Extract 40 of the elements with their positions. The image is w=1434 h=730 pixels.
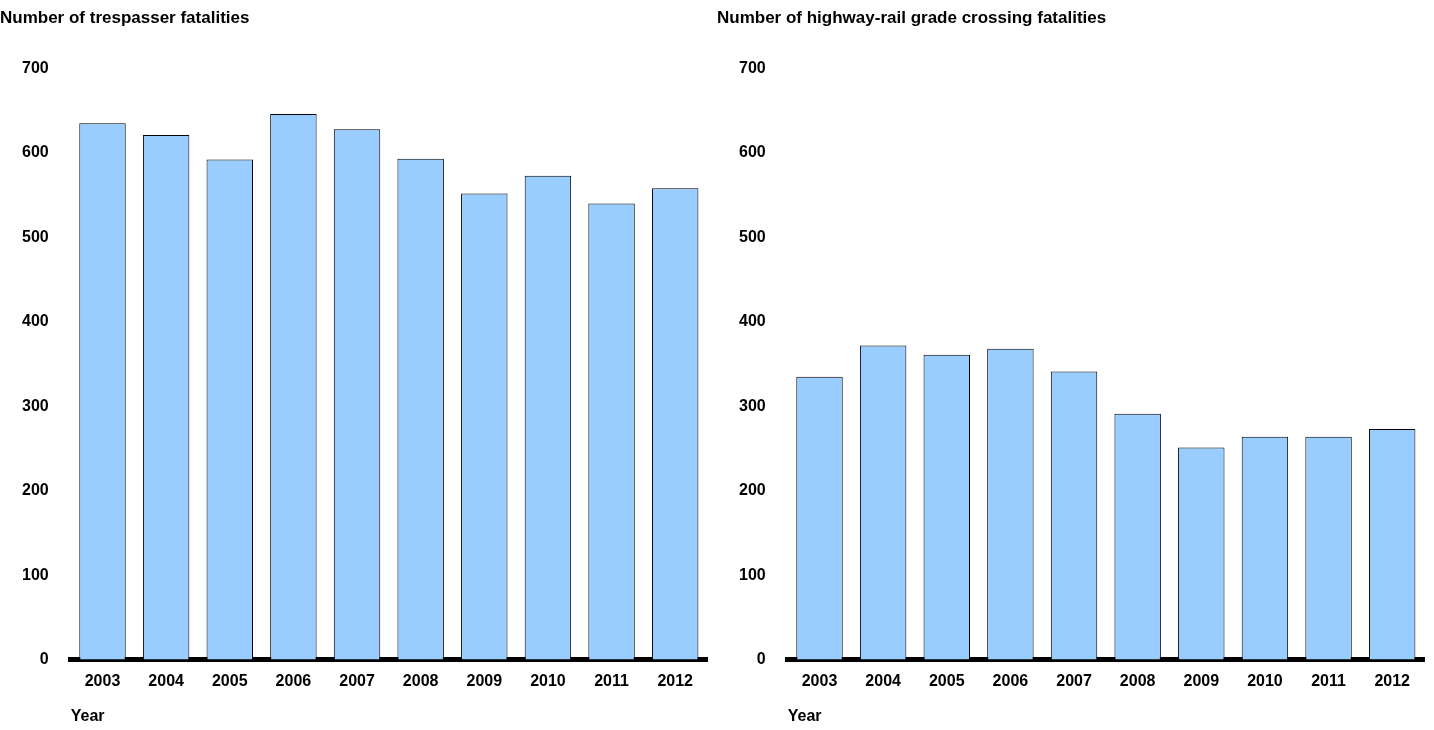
x-tick-label: 2003 [84,671,121,689]
x-tick-label: 2004 [865,671,902,689]
x-tick-label: 2004 [148,671,185,689]
y-tick-label: 600 [21,143,49,161]
x-tick-label: 2008 [1119,671,1156,689]
y-tick-label: 200 [21,481,49,499]
y-tick-label: 700 [738,58,766,76]
x-tick-label: 2008 [402,671,439,689]
x-tick-label: 2005 [211,671,248,689]
x-tick-label: 2009 [466,671,503,689]
y-tick-label: 700 [21,58,49,76]
y-tick-label: 400 [738,312,766,330]
x-tick-label: 2010 [530,671,566,689]
x-tick-label: 2010 [1247,671,1283,689]
x-axis-title: Year [787,706,822,724]
x-tick-label: 2011 [1311,671,1347,689]
y-tick-label: 500 [738,227,766,245]
x-tick-label: 2003 [801,671,838,689]
x-tick-label: 2006 [275,671,312,689]
y-tick-label: 300 [738,396,766,414]
y-tick-label: 0 [39,650,49,668]
x-axis-title: Year [70,706,105,724]
y-tick-label: 600 [738,143,766,161]
x-tick-label: 2012 [657,671,694,689]
y-tick-label: 100 [21,565,49,583]
y-tick-label: 200 [738,481,766,499]
x-tick-label: 2007 [1056,671,1092,689]
x-tick-label: 2005 [928,671,965,689]
chart-title: Number of trespasser fatalities [0,7,250,27]
x-tick-label: 2012 [1374,671,1411,689]
y-tick-label: 500 [21,227,49,245]
y-tick-label: 300 [21,396,49,414]
x-tick-label: 2011 [594,671,630,689]
y-tick-label: 100 [738,565,766,583]
y-tick-label: 0 [756,650,766,668]
x-tick-label: 2006 [992,671,1029,689]
chart-title: Number of highway-rail grade crossing fatalities [717,7,1107,27]
x-tick-label: 2007 [339,671,375,689]
y-tick-label: 400 [21,312,49,330]
x-tick-label: 2009 [1183,671,1220,689]
